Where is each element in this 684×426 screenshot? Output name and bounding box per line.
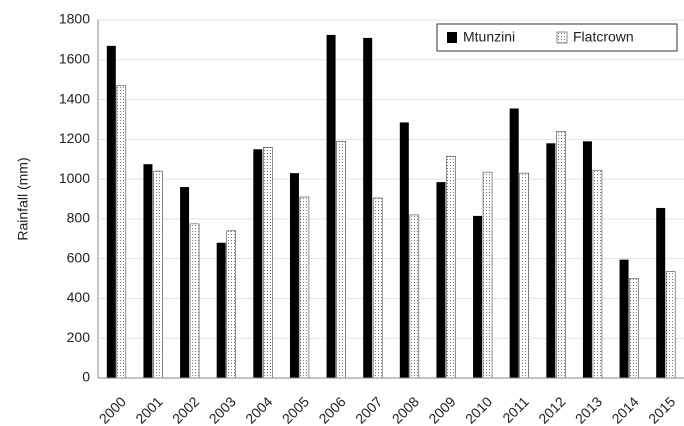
y-axis-label: Rainfall (mm) xyxy=(15,157,31,240)
x-tick-label: 2002 xyxy=(169,393,202,426)
bar xyxy=(216,242,226,378)
x-tick-label: 2000 xyxy=(96,393,129,426)
bar xyxy=(226,230,236,379)
bar xyxy=(363,37,373,379)
bar xyxy=(399,122,409,378)
x-tick-label: 2003 xyxy=(206,393,239,426)
bar xyxy=(619,259,629,378)
x-tick-label: 2008 xyxy=(389,393,422,426)
bar xyxy=(326,34,336,379)
bar xyxy=(116,85,127,379)
legend-label: Flatcrown xyxy=(573,29,634,45)
x-tick-label: 2007 xyxy=(352,393,385,426)
y-tick-label: 1000 xyxy=(59,170,90,186)
bar xyxy=(153,170,163,379)
y-tick-label: 1600 xyxy=(59,50,90,66)
bar xyxy=(180,187,190,378)
bar xyxy=(189,223,200,379)
bar xyxy=(665,271,676,379)
bar xyxy=(629,278,639,379)
y-tick-label: 400 xyxy=(67,289,91,305)
y-tick-label: 200 xyxy=(67,329,91,345)
bar xyxy=(263,146,273,379)
y-tick-label: 1400 xyxy=(59,90,90,106)
bar xyxy=(106,45,116,378)
y-tick-label: 1800 xyxy=(59,11,90,27)
bar xyxy=(519,172,529,379)
y-tick-label: 600 xyxy=(67,249,91,265)
x-tick-label: 2001 xyxy=(132,393,165,426)
x-tick-label: 2006 xyxy=(315,393,348,426)
bar xyxy=(409,214,420,379)
x-tick-label: 2009 xyxy=(425,393,458,426)
x-tick-label: 2012 xyxy=(535,393,568,426)
legend-swatch xyxy=(447,32,457,43)
x-tick-label: 2011 xyxy=(499,393,532,426)
x-tick-label: 2014 xyxy=(608,393,641,426)
y-tick-label: 0 xyxy=(82,369,90,385)
bar xyxy=(556,131,566,379)
bar xyxy=(446,155,456,379)
bar xyxy=(592,169,603,379)
bar xyxy=(143,164,153,378)
y-tick-label: 1200 xyxy=(59,130,90,146)
legend-label: Mtunzini xyxy=(463,29,515,45)
x-tick-label: 2013 xyxy=(572,393,605,426)
bar xyxy=(299,196,310,379)
x-tick-label: 2010 xyxy=(462,393,495,426)
bar xyxy=(656,207,666,378)
y-tick-label: 800 xyxy=(67,210,91,226)
bar xyxy=(436,182,446,378)
bar xyxy=(582,141,592,378)
bar xyxy=(546,143,556,378)
bar xyxy=(482,171,493,379)
bar xyxy=(372,197,383,379)
x-tick-label: 2005 xyxy=(279,393,312,426)
x-tick-label: 2015 xyxy=(645,393,678,426)
bar xyxy=(289,173,299,378)
x-tick-label: 2004 xyxy=(242,393,275,426)
bar xyxy=(336,141,346,379)
bar xyxy=(473,215,483,378)
bar xyxy=(253,149,263,378)
bar xyxy=(509,108,519,378)
legend-swatch xyxy=(556,31,568,44)
